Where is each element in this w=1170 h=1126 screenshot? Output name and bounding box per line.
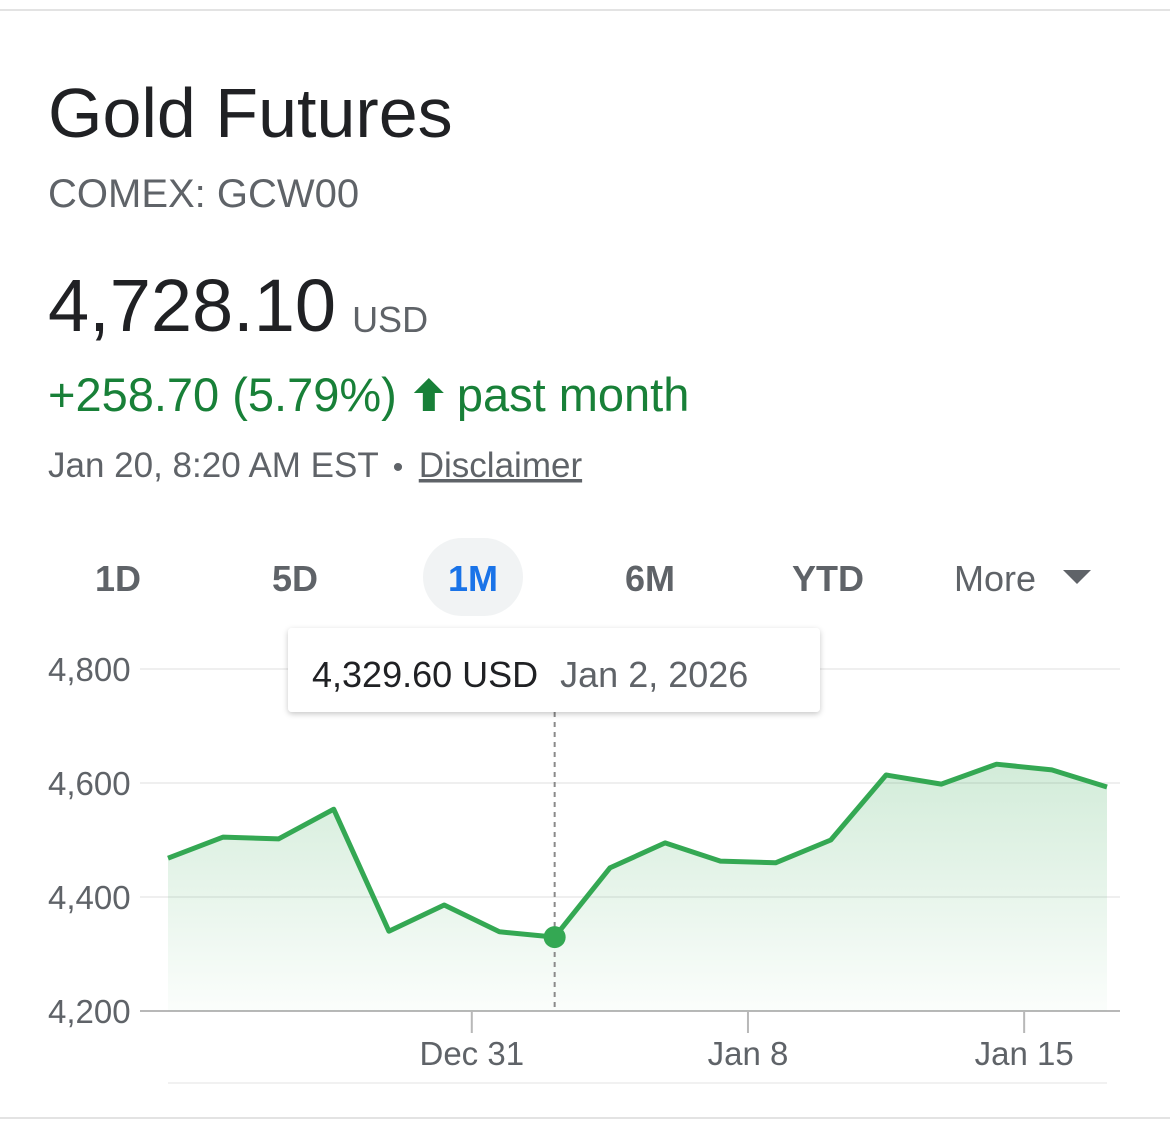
tooltip-date: Jan 2, 2026 [560,654,748,695]
range-tab[interactable]: More [954,558,1036,599]
x-tick-label: Dec 31 [420,1035,525,1072]
price: 4,728.10 [48,264,336,347]
tooltip-value: 4,329.60 USD [312,654,538,695]
up-arrow-icon [413,378,444,411]
price-line [167,761,1108,940]
range-tab[interactable]: 1M [448,558,498,599]
selected-tab-bg [423,538,523,616]
area [168,764,1107,1011]
tooltip-box [288,628,820,712]
range-tab[interactable]: 6M [625,558,675,599]
range-tab[interactable]: 5D [272,558,318,599]
timestamp: Jan 20, 8:20 AM EST [48,446,379,485]
currency: USD [352,299,428,340]
ticker: COMEX: GCW00 [48,172,359,216]
y-tick-label: 4,400 [48,879,131,916]
separator: • [393,451,404,484]
hover-dot [543,926,566,949]
price-change: +258.70 (5.79%) [48,368,397,421]
range-tab[interactable]: YTD [792,558,864,599]
y-tick-label: 4,600 [48,765,131,802]
change-period: past month [457,368,690,421]
x-tick-label: Jan 8 [708,1035,789,1072]
y-tick-label: 4,200 [48,993,131,1030]
dropdown-icon [1063,570,1091,584]
x-tick-label: Jan 15 [975,1035,1074,1072]
y-tick-label: 4,800 [48,651,131,688]
disclaimer-link[interactable]: Disclaimer [419,446,583,485]
title: Gold Futures [48,74,453,152]
range-tab[interactable]: 1D [95,558,141,599]
